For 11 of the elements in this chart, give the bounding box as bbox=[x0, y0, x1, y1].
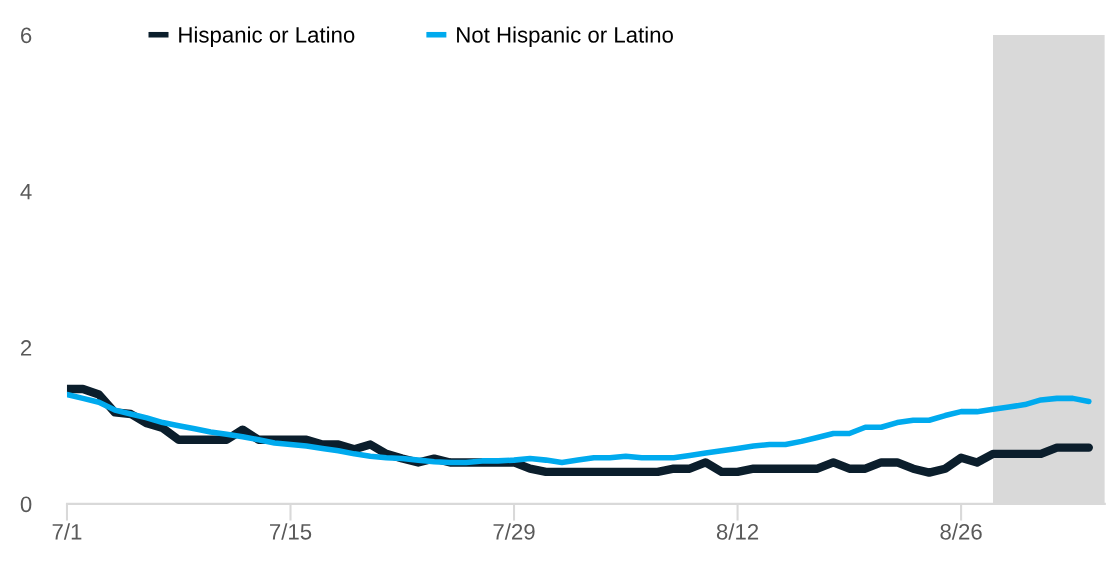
x-tick-label: 7/15 bbox=[270, 523, 312, 540]
x-tick-label: 7/29 bbox=[493, 523, 535, 540]
legend-label: Not Hispanic or Latino bbox=[457, 26, 673, 48]
x-tick-label: 8/12 bbox=[716, 523, 759, 540]
x-tick-label: 8/26 bbox=[940, 523, 982, 540]
x-tick-label: 7/1 bbox=[52, 523, 82, 540]
y-tick-label: 0 bbox=[20, 496, 32, 513]
y-tick-label: 2 bbox=[21, 340, 32, 356]
legend-label: Hispanic or Latino bbox=[179, 26, 355, 48]
y-tick-label: 6 bbox=[21, 27, 32, 44]
y-tick-label: 4 bbox=[20, 184, 32, 200]
